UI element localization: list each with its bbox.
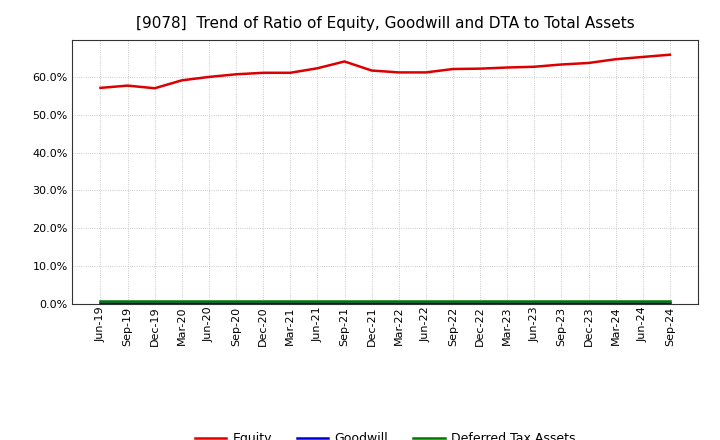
Goodwill	[286, 301, 294, 306]
Deferred Tax Assets	[259, 298, 268, 303]
Equity	[584, 60, 593, 66]
Legend: Equity, Goodwill, Deferred Tax Assets: Equity, Goodwill, Deferred Tax Assets	[190, 428, 580, 440]
Deferred Tax Assets	[367, 298, 376, 303]
Equity	[421, 70, 430, 75]
Equity	[313, 66, 322, 71]
Goodwill	[665, 301, 674, 306]
Deferred Tax Assets	[341, 298, 349, 303]
Goodwill	[476, 301, 485, 306]
Equity	[611, 57, 620, 62]
Goodwill	[449, 301, 457, 306]
Goodwill	[530, 301, 539, 306]
Goodwill	[259, 301, 268, 306]
Goodwill	[313, 301, 322, 306]
Goodwill	[421, 301, 430, 306]
Equity	[286, 70, 294, 75]
Deferred Tax Assets	[150, 298, 159, 303]
Equity	[557, 62, 566, 67]
Equity	[530, 64, 539, 70]
Equity	[259, 70, 268, 75]
Goodwill	[639, 301, 647, 306]
Goodwill	[178, 301, 186, 306]
Deferred Tax Assets	[476, 298, 485, 303]
Goodwill	[204, 301, 213, 306]
Goodwill	[557, 301, 566, 306]
Line: Equity: Equity	[101, 55, 670, 88]
Equity	[395, 70, 403, 75]
Deferred Tax Assets	[232, 298, 240, 303]
Goodwill	[611, 301, 620, 306]
Goodwill	[367, 301, 376, 306]
Equity	[639, 54, 647, 59]
Equity	[367, 68, 376, 73]
Deferred Tax Assets	[584, 298, 593, 303]
Deferred Tax Assets	[639, 298, 647, 303]
Equity	[204, 74, 213, 80]
Deferred Tax Assets	[313, 298, 322, 303]
Goodwill	[123, 301, 132, 306]
Deferred Tax Assets	[421, 298, 430, 303]
Goodwill	[395, 301, 403, 306]
Deferred Tax Assets	[503, 298, 511, 303]
Goodwill	[503, 301, 511, 306]
Equity	[178, 78, 186, 83]
Equity	[123, 83, 132, 88]
Equity	[476, 66, 485, 71]
Deferred Tax Assets	[530, 298, 539, 303]
Goodwill	[584, 301, 593, 306]
Deferred Tax Assets	[395, 298, 403, 303]
Deferred Tax Assets	[96, 298, 105, 303]
Deferred Tax Assets	[123, 298, 132, 303]
Deferred Tax Assets	[286, 298, 294, 303]
Deferred Tax Assets	[449, 298, 457, 303]
Goodwill	[96, 301, 105, 306]
Equity	[232, 72, 240, 77]
Equity	[503, 65, 511, 70]
Deferred Tax Assets	[611, 298, 620, 303]
Equity	[96, 85, 105, 91]
Goodwill	[232, 301, 240, 306]
Equity	[150, 86, 159, 91]
Deferred Tax Assets	[665, 298, 674, 303]
Equity	[665, 52, 674, 57]
Equity	[341, 59, 349, 64]
Goodwill	[341, 301, 349, 306]
Deferred Tax Assets	[178, 298, 186, 303]
Deferred Tax Assets	[557, 298, 566, 303]
Title: [9078]  Trend of Ratio of Equity, Goodwill and DTA to Total Assets: [9078] Trend of Ratio of Equity, Goodwil…	[136, 16, 634, 32]
Deferred Tax Assets	[204, 298, 213, 303]
Equity	[449, 66, 457, 72]
Goodwill	[150, 301, 159, 306]
